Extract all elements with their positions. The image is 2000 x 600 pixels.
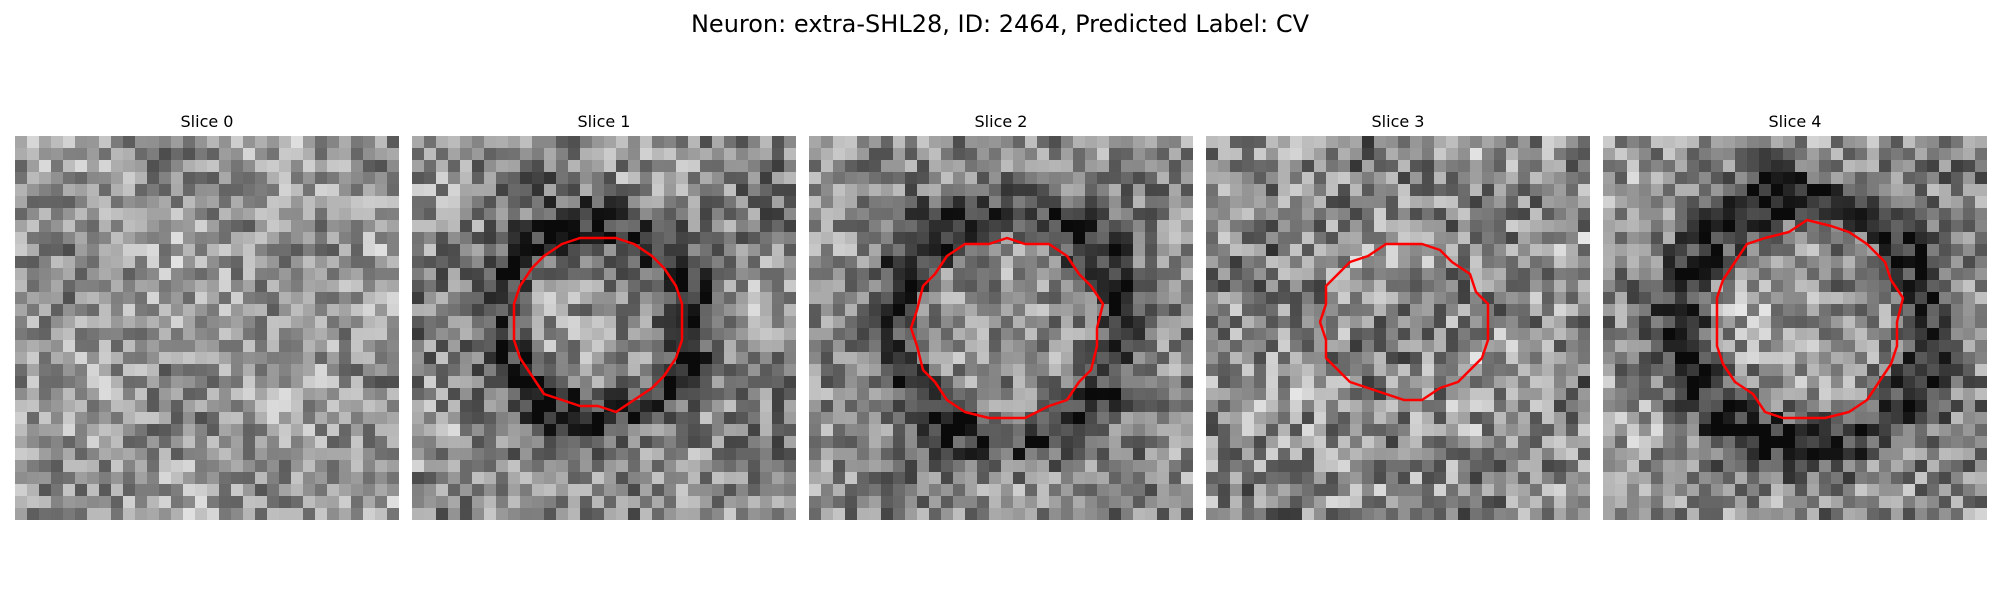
slice-image-1 <box>412 136 796 520</box>
slice-title-1: Slice 1 <box>577 112 631 131</box>
pixel-grid <box>15 136 399 520</box>
pixel-grid <box>1603 136 1987 520</box>
slice-title-2: Slice 2 <box>974 112 1028 131</box>
slice-title-3: Slice 3 <box>1371 112 1425 131</box>
slice-image-3 <box>1206 136 1590 520</box>
slice-title-4: Slice 4 <box>1768 112 1822 131</box>
microscopy-slice-4 <box>1603 136 1987 520</box>
slice-panel-1: Slice 1 <box>412 108 796 520</box>
slice-image-2 <box>809 136 1193 520</box>
microscopy-slice-1 <box>412 136 796 520</box>
slice-panel-3: Slice 3 <box>1206 108 1590 520</box>
microscopy-slice-0 <box>15 136 399 520</box>
microscopy-slice-2 <box>809 136 1193 520</box>
pixel-grid <box>809 136 1193 520</box>
figure-title: Neuron: extra-SHL28, ID: 2464, Predicted… <box>690 10 1310 38</box>
cell-contour <box>512 236 684 414</box>
slice-image-4 <box>1603 136 1987 520</box>
cell-contour <box>1318 242 1490 402</box>
slice-panel-0: Slice 0 <box>15 108 399 520</box>
slice-image-0 <box>15 136 399 520</box>
cell-contour <box>909 236 1105 420</box>
slice-title-0: Slice 0 <box>180 112 234 131</box>
slice-panel-4: Slice 4 <box>1603 108 1987 520</box>
pixel-grid <box>1206 136 1590 520</box>
slice-panel-2: Slice 2 <box>809 108 1193 520</box>
cell-contour <box>1715 218 1905 420</box>
pixel-grid <box>412 136 796 520</box>
microscopy-slice-3 <box>1206 136 1590 520</box>
